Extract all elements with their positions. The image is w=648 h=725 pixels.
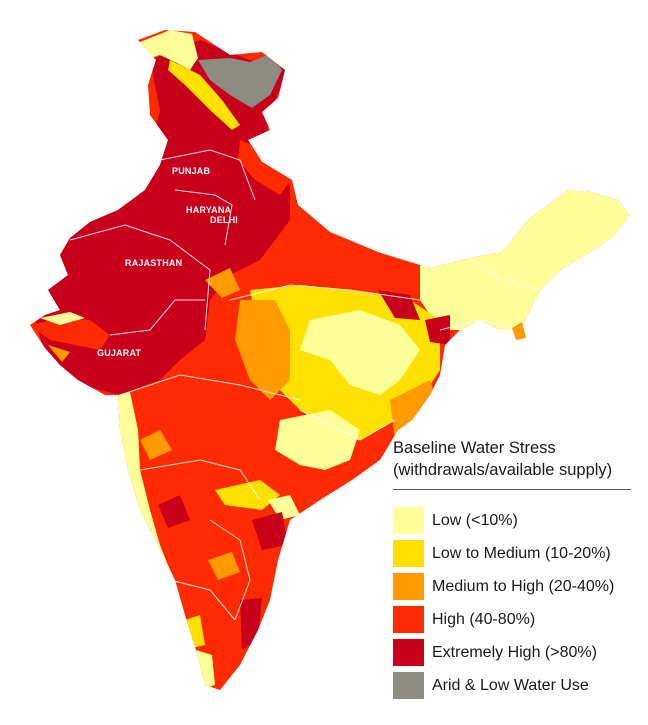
legend-label: Low to Medium (10-20%) xyxy=(432,544,611,562)
kashmir-yellow-strip xyxy=(168,60,240,130)
south-dark-patch xyxy=(158,495,190,528)
legend-swatch xyxy=(393,573,424,600)
legend-label: High (40-80%) xyxy=(432,610,536,628)
legend-item-low-to-medium: Low to Medium (10-20%) xyxy=(393,537,638,570)
north-extreme-region xyxy=(30,40,290,395)
legend-label: Medium to High (20-40%) xyxy=(432,577,615,595)
west-coast-low-region xyxy=(118,392,172,580)
label-gujarat: GUJARAT xyxy=(97,348,142,358)
legend-swatch xyxy=(393,639,424,666)
bengal-dark-region-2 xyxy=(425,315,450,345)
south-yellow-patch xyxy=(215,480,280,510)
label-haryana: HARYANA xyxy=(186,205,232,215)
legend-label: Arid & Low Water Use xyxy=(432,676,589,694)
northeast-orange-spot xyxy=(512,322,526,340)
kashmir-low-region xyxy=(140,30,198,70)
legend-item-low: Low (<10%) xyxy=(393,504,638,537)
legend-item-extremely-high: Extremely High (>80%) xyxy=(393,636,638,669)
south-dark-patch-2 xyxy=(252,512,288,550)
legend-item-medium-to-high: Medium to High (20-40%) xyxy=(393,570,638,603)
label-punjab: PUNJAB xyxy=(172,166,211,176)
central-medium-region xyxy=(235,300,290,400)
legend-title: Baseline Water Stress xyxy=(393,439,556,457)
legend-label: Low (<10%) xyxy=(432,511,518,529)
bihar-red-region xyxy=(285,230,390,280)
kutch-low-region xyxy=(40,312,85,325)
northeast-region xyxy=(420,185,630,335)
legend-swatch xyxy=(393,606,424,633)
ladakh-arid-region xyxy=(198,55,282,108)
label-delhi: DELHI xyxy=(210,215,238,225)
legend-item-arid: Arid & Low Water Use xyxy=(393,669,638,702)
label-rajasthan: RAJASTHAN xyxy=(125,258,182,268)
legend-label: Extremely High (>80%) xyxy=(432,643,597,661)
bengal-dark-region xyxy=(378,290,420,320)
gujarat-coast-region xyxy=(30,318,110,350)
gujarat-orange-region xyxy=(48,345,70,362)
south-dark-patch-3 xyxy=(240,598,262,650)
legend-swatch xyxy=(393,507,424,534)
legend-divider xyxy=(393,489,631,490)
legend-subtitle: (withdrawals/available supply) xyxy=(393,461,613,479)
south-orange-patch-2 xyxy=(208,552,240,580)
south-light-patch xyxy=(268,495,300,520)
south-orange-patch xyxy=(140,430,172,460)
odisha-light-region xyxy=(275,410,360,470)
east-light-region xyxy=(300,310,420,395)
state-boundaries xyxy=(69,149,541,621)
himalaya-red-region xyxy=(238,140,292,195)
legend-swatch xyxy=(393,540,424,567)
rajasthan-orange-region xyxy=(205,268,240,298)
legend-item-high: High (40-80%) xyxy=(393,603,638,636)
legend: Baseline Water Stress (withdrawals/avail… xyxy=(393,437,638,702)
south-tip-low xyxy=(196,650,215,688)
legend-swatch xyxy=(393,672,424,699)
